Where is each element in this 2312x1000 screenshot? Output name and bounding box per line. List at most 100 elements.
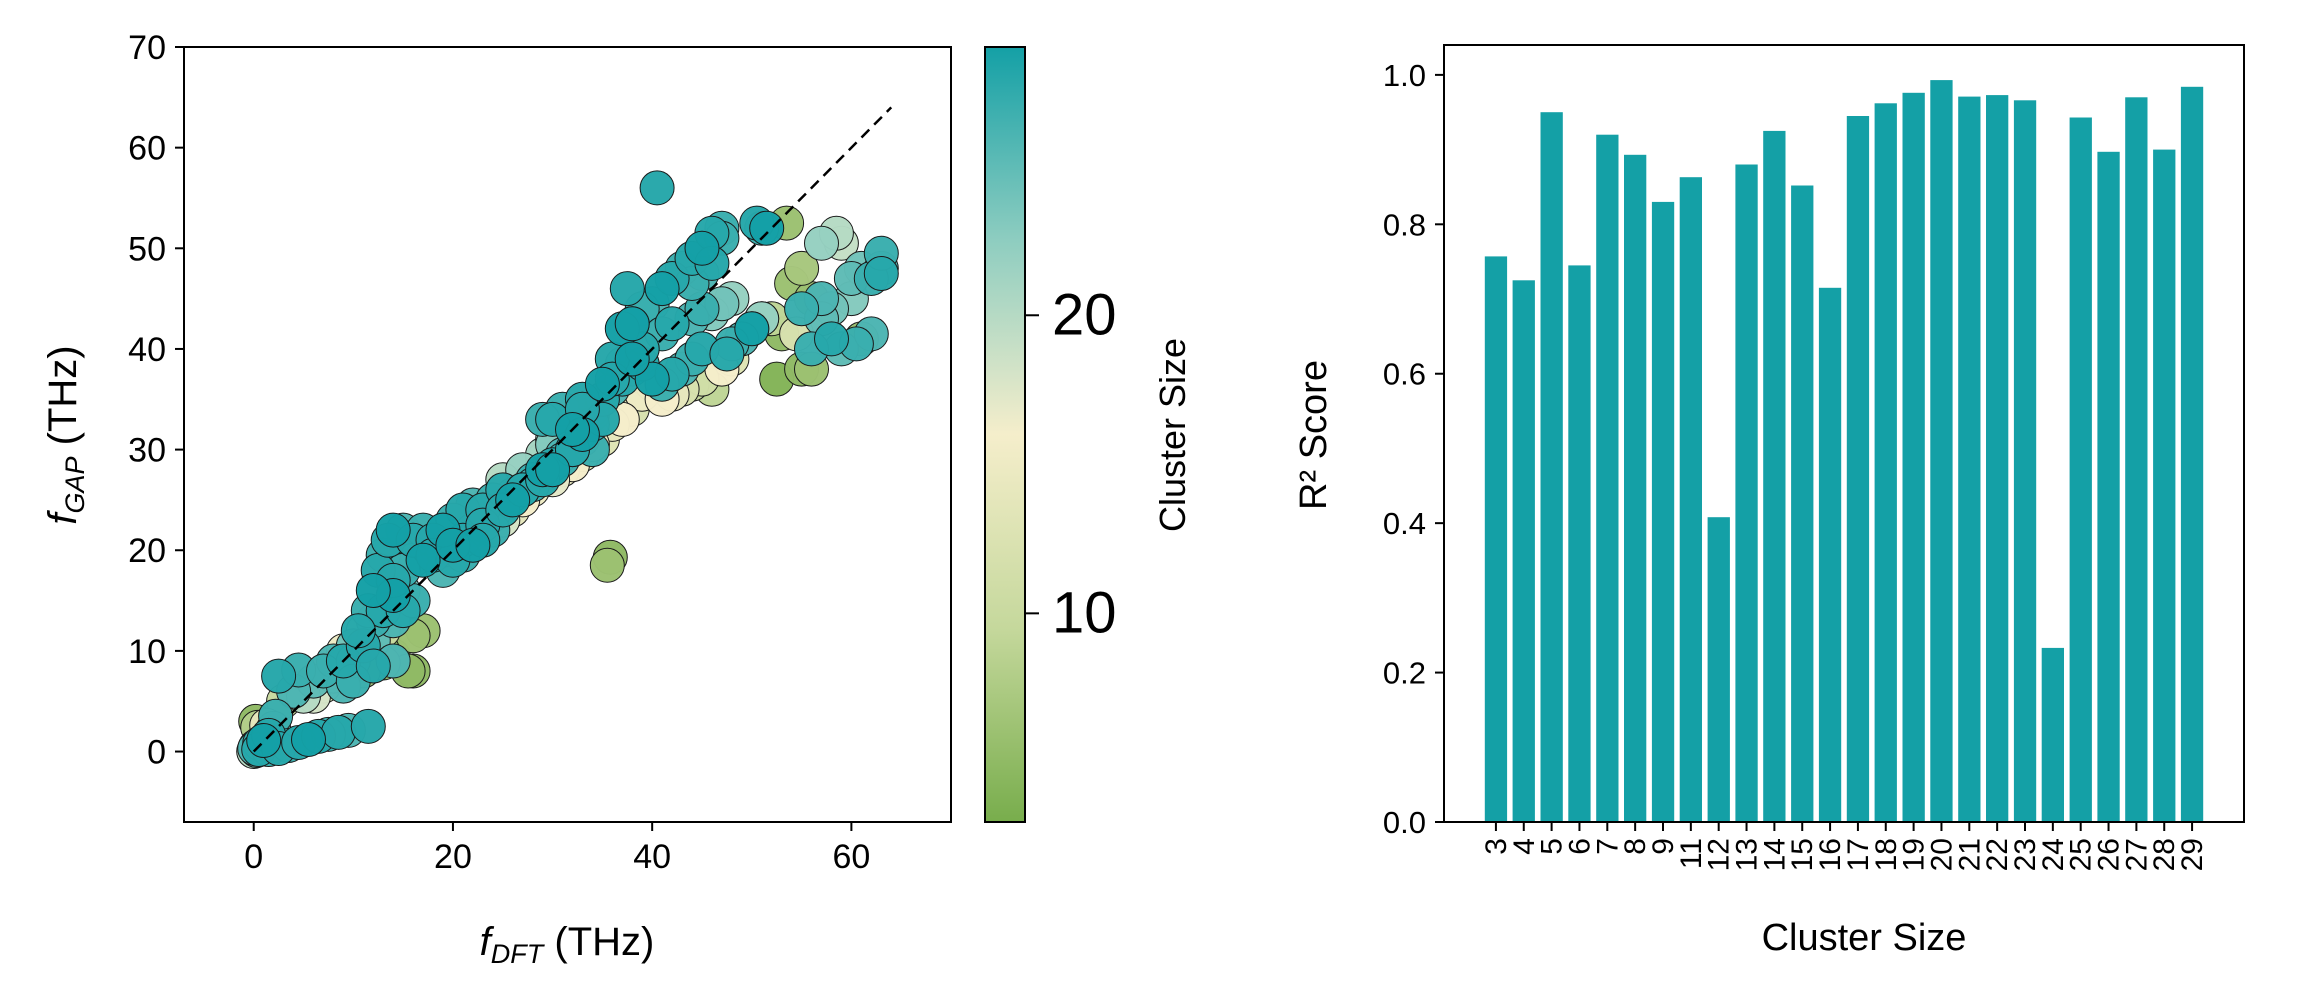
bar-x-tick-label: 24 bbox=[2037, 838, 2070, 871]
bar-x-label: Cluster Size bbox=[1762, 917, 1967, 959]
bar bbox=[1512, 280, 1535, 822]
bar bbox=[1846, 116, 1870, 822]
bar bbox=[1596, 134, 1619, 822]
bar-y-tick-label: 0.6 bbox=[1383, 357, 1426, 392]
bar-x-tick-label: 9 bbox=[1647, 838, 1680, 855]
bar bbox=[2180, 86, 2204, 823]
scatter-point bbox=[375, 512, 411, 548]
scatter-x-tick-label: 20 bbox=[434, 838, 472, 876]
scatter-y-tick-label: 50 bbox=[128, 230, 166, 268]
bar-panel: 3456789111213141516171819202122232425262… bbox=[1293, 44, 2245, 959]
bar-x-tick-label: 18 bbox=[1870, 838, 1903, 871]
bar-x-tick-label: 15 bbox=[1786, 838, 1819, 871]
scatter-point bbox=[784, 291, 820, 327]
bar-axes-frame bbox=[1443, 44, 2245, 823]
scatter-x-tick-label: 60 bbox=[832, 838, 870, 876]
scatter-y-tick-label: 40 bbox=[128, 331, 166, 369]
scatter-y-tick-label: 20 bbox=[128, 532, 166, 570]
colorbar-label: Cluster Size bbox=[1152, 338, 1193, 532]
bar-x-tick-label: 12 bbox=[1703, 838, 1736, 871]
bar bbox=[1540, 112, 1563, 822]
scatter-point bbox=[340, 613, 376, 649]
bar-y-tick-label: 0.4 bbox=[1383, 506, 1426, 541]
scatter-point bbox=[784, 250, 820, 286]
scatter-point bbox=[614, 306, 650, 342]
bar-x-tick-label: 5 bbox=[1536, 838, 1569, 855]
scatter-y-label-sub: GAP bbox=[60, 456, 90, 513]
scatter-point bbox=[644, 271, 680, 307]
bar bbox=[2125, 97, 2148, 823]
scatter-point bbox=[261, 658, 297, 694]
scatter-point bbox=[246, 723, 282, 758]
scatter-point bbox=[734, 311, 770, 347]
bar-x-tick-label: 25 bbox=[2065, 838, 2098, 871]
bar-x-tick-label: 3 bbox=[1480, 838, 1513, 855]
bar bbox=[1568, 265, 1591, 822]
scatter-x-label-sub: DFT bbox=[491, 939, 546, 969]
bar bbox=[1735, 164, 1758, 822]
bar-x-tick-label: 16 bbox=[1814, 838, 1847, 871]
scatter-point bbox=[863, 256, 899, 291]
bar bbox=[1874, 103, 1897, 823]
bar-x-tick-label: 29 bbox=[2176, 838, 2209, 871]
scatter-point bbox=[654, 306, 690, 342]
colorbar-gradient bbox=[984, 46, 1026, 823]
colorbar: 10 20 Cluster Size bbox=[984, 46, 1193, 823]
bar-x-ticks: 3456789111213141516171819202122232425262… bbox=[1480, 822, 2209, 871]
scatter-y-tick-label: 60 bbox=[128, 130, 166, 168]
bar bbox=[2153, 149, 2176, 823]
scatter-point bbox=[535, 452, 571, 488]
bar-y-ticks: 0.0 0.2 0.4 0.6 0.8 1.0 bbox=[1383, 58, 1444, 840]
bar-y-tick-label: 0.0 bbox=[1383, 805, 1426, 840]
scatter-point bbox=[291, 722, 326, 757]
scatter-y-tick-label: 70 bbox=[128, 29, 166, 67]
scatter-panel: 0 20 40 60 0 10 20 30 40 50 60 70 fDFT (THz) fGAP … bbox=[41, 29, 952, 969]
scatter-y-label-unit: (THz) bbox=[41, 345, 85, 456]
scatter-x-tick-label: 40 bbox=[633, 838, 671, 876]
bar bbox=[1707, 517, 1730, 822]
scatter-y-tick-label: 30 bbox=[128, 432, 166, 470]
bar-x-tick-label: 14 bbox=[1758, 838, 1791, 871]
bar-x-tick-label: 7 bbox=[1591, 838, 1624, 855]
scatter-point bbox=[355, 573, 391, 608]
scatter-x-label-unit: (THz) bbox=[543, 920, 654, 964]
bar bbox=[2069, 117, 2092, 822]
bar-y-tick-label: 0.8 bbox=[1383, 207, 1426, 242]
bar bbox=[1679, 177, 1702, 822]
scatter-point bbox=[495, 482, 531, 518]
scatter-point bbox=[320, 714, 356, 750]
bar-y-tick-label: 1.0 bbox=[1383, 58, 1426, 93]
bar-y-tick-label: 0.2 bbox=[1383, 656, 1426, 691]
scatter-y-ticks: 0 10 20 30 40 50 60 70 bbox=[128, 29, 184, 772]
bar-x-tick-label: 13 bbox=[1731, 838, 1764, 871]
scatter-point bbox=[355, 648, 391, 684]
colorbar-tick-label: 10 bbox=[1052, 580, 1117, 645]
bar bbox=[1818, 287, 1842, 822]
bar bbox=[1986, 95, 2009, 823]
scatter-point bbox=[639, 170, 675, 206]
bar-x-tick-label: 27 bbox=[2120, 838, 2153, 871]
scatter-x-ticks: 0 20 40 60 bbox=[244, 822, 870, 876]
bar-x-tick-label: 8 bbox=[1619, 838, 1652, 855]
bar bbox=[2041, 647, 2064, 822]
bar-x-tick-label: 11 bbox=[1675, 838, 1708, 869]
bar bbox=[1958, 96, 1981, 823]
bar-y-label: R² Score bbox=[1293, 360, 1335, 510]
scatter-y-tick-label: 0 bbox=[147, 734, 166, 772]
bar bbox=[1791, 185, 1814, 822]
bar bbox=[2097, 151, 2120, 823]
bars bbox=[1484, 80, 2204, 823]
bar bbox=[1624, 154, 1647, 823]
bar-x-tick-label: 4 bbox=[1508, 838, 1541, 855]
scatter-y-tick-label: 10 bbox=[128, 633, 166, 671]
colorbar-tick-label: 20 bbox=[1052, 282, 1117, 347]
bar-x-tick-label: 23 bbox=[2009, 838, 2042, 871]
bar bbox=[2013, 100, 2037, 823]
bar-x-tick-label: 20 bbox=[1926, 838, 1959, 871]
scatter-axes-frame bbox=[183, 46, 952, 823]
scatter-x-label: fDFT (THz) bbox=[480, 920, 655, 969]
bar-x-tick-label: 26 bbox=[2093, 838, 2126, 871]
scatter-y-label: fGAP (THz) bbox=[41, 345, 90, 524]
bar-x-tick-label: 19 bbox=[1898, 838, 1931, 871]
